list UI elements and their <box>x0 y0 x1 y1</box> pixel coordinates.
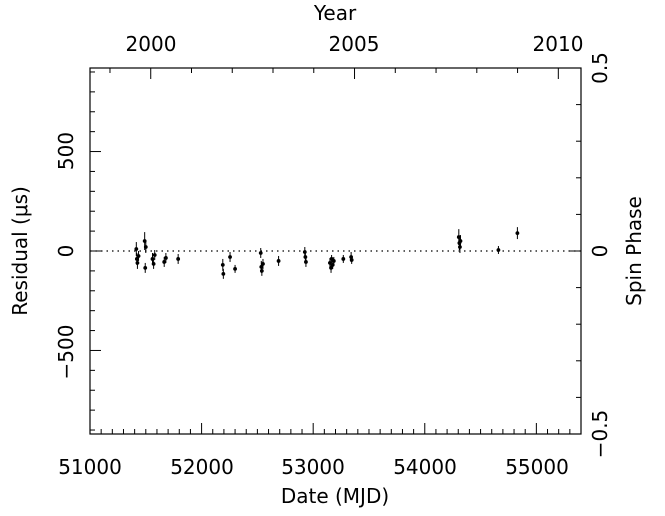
data-point <box>221 268 226 279</box>
point-marker <box>329 266 333 270</box>
point-marker <box>303 255 308 259</box>
point-marker <box>261 262 265 266</box>
top-tick-label: 2010 <box>533 32 584 56</box>
point-marker <box>135 261 140 265</box>
data-point <box>276 255 281 266</box>
x-tick-label: 51000 <box>58 455 122 479</box>
top-tick-label: 2005 <box>329 32 380 56</box>
point-marker <box>258 251 263 255</box>
point-marker <box>496 248 501 252</box>
point-marker <box>458 239 463 243</box>
data-point <box>134 242 139 256</box>
point-marker <box>134 247 139 251</box>
point-marker <box>176 257 181 261</box>
point-marker <box>136 254 141 258</box>
point-marker <box>220 263 225 267</box>
right-tick-label: 0.5 <box>588 52 612 84</box>
point-marker <box>162 260 167 264</box>
data-point <box>458 235 463 248</box>
point-marker <box>143 245 148 249</box>
point-marker <box>163 256 168 260</box>
data-point <box>143 262 148 273</box>
data-points <box>134 227 520 279</box>
data-point <box>143 241 148 253</box>
data-point <box>349 255 354 264</box>
point-marker <box>228 255 232 259</box>
point-marker <box>341 257 346 261</box>
point-marker <box>152 253 157 257</box>
data-point <box>136 251 141 261</box>
data-point <box>152 250 157 260</box>
x-tick-label: 54000 <box>393 455 457 479</box>
data-point <box>228 251 232 262</box>
point-marker <box>233 267 237 271</box>
point-marker <box>515 231 520 235</box>
data-point <box>341 254 346 263</box>
data-point <box>515 227 520 240</box>
data-point <box>496 246 501 254</box>
point-marker <box>304 260 308 264</box>
point-marker <box>151 262 156 266</box>
data-point <box>259 265 264 276</box>
data-point <box>220 258 225 271</box>
y-axis-title: Residual (μs) <box>8 186 32 316</box>
y-tick-label: 500 <box>54 132 78 170</box>
top-tick-labels: 2000 2005 2010 <box>126 32 584 56</box>
y-tick-label: −500 <box>54 325 78 380</box>
point-marker <box>276 259 281 263</box>
point-marker <box>349 258 354 262</box>
right-tick-label: 0 <box>588 245 612 258</box>
data-point <box>261 258 265 269</box>
x-tick-label: 53000 <box>281 455 345 479</box>
right-tick-labels: 0.5 0 −0.5 <box>588 52 612 458</box>
data-point <box>151 258 156 269</box>
tick-marks <box>89 67 582 435</box>
point-marker <box>259 268 264 273</box>
data-point <box>258 248 263 258</box>
right-axis-title: Spin Phase <box>622 196 646 306</box>
data-point <box>233 264 237 273</box>
x-tick-labels: 51000 52000 53000 54000 55000 <box>58 455 569 479</box>
right-tick-label: −0.5 <box>588 410 612 459</box>
x-axis-title: Date (MJD) <box>281 484 389 508</box>
data-point <box>304 256 308 267</box>
x-tick-label: 52000 <box>170 455 234 479</box>
data-point <box>163 252 168 263</box>
top-axis-title: Year <box>313 1 357 25</box>
y-tick-label: 0 <box>54 245 78 258</box>
point-marker <box>143 266 148 270</box>
y-tick-labels: 500 0 −500 <box>54 132 78 380</box>
data-point <box>176 253 181 264</box>
plot-frame <box>89 67 582 435</box>
point-marker <box>331 259 336 263</box>
data-point <box>331 256 336 265</box>
x-tick-label: 55000 <box>505 455 569 479</box>
point-marker <box>302 250 307 254</box>
data-point <box>135 256 140 269</box>
point-marker <box>221 271 226 276</box>
point-marker <box>458 245 462 249</box>
top-tick-label: 2000 <box>126 32 177 56</box>
